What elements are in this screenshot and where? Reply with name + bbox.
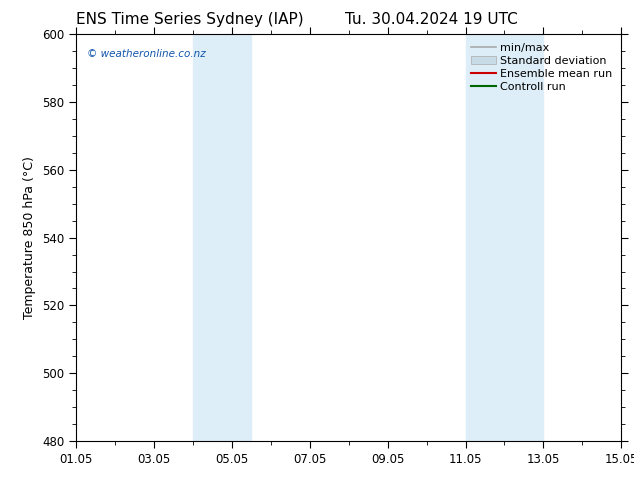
Legend: min/max, Standard deviation, Ensemble mean run, Controll run: min/max, Standard deviation, Ensemble me…: [468, 40, 616, 95]
Bar: [193, 34, 251, 441]
Bar: [465, 34, 543, 441]
Text: Tu. 30.04.2024 19 UTC: Tu. 30.04.2024 19 UTC: [345, 12, 517, 27]
Text: © weatheronline.co.nz: © weatheronline.co.nz: [87, 49, 206, 58]
Y-axis label: Temperature 850 hPa (°C): Temperature 850 hPa (°C): [23, 156, 37, 319]
Text: ENS Time Series Sydney (IAP): ENS Time Series Sydney (IAP): [76, 12, 304, 27]
